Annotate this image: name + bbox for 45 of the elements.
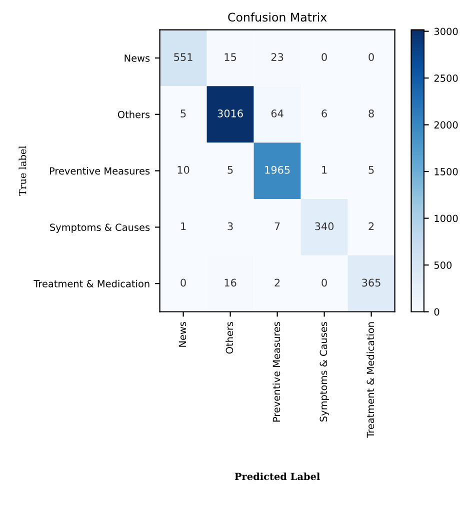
color-bar-label: 2500 (434, 74, 458, 82)
x-axis-title: Predicted Label (234, 472, 320, 480)
x-tick-label: Symptoms & Causes (320, 322, 330, 422)
data-label: 3016 (218, 110, 243, 118)
data-label: 5 (180, 110, 186, 118)
data-label: 1 (181, 222, 186, 230)
color-bar-label: 1500 (434, 168, 458, 176)
data-label: 6 (322, 110, 327, 118)
data-label: 8 (368, 110, 374, 118)
data-label: 7 (274, 222, 280, 230)
data-label: 0 (180, 278, 186, 287)
y-tick-label: News (124, 54, 150, 62)
data-label: 15 (224, 53, 236, 62)
x-tick-label: News (178, 322, 186, 347)
color-bar-label: 3000 (434, 28, 458, 36)
x-tick-label: Treatment & Medication (366, 322, 374, 438)
data-label: 64 (271, 110, 284, 118)
data-label: 1965 (265, 166, 290, 174)
color-bar-label: 0 (434, 308, 440, 316)
y-tick-label: Symptoms & Causes (50, 224, 150, 233)
y-tick-label: Treatment & Medication (34, 280, 150, 288)
y-tick-label: Others (118, 110, 150, 118)
color-bar-label: 500 (434, 261, 452, 269)
chart-title: Confusion Matrix (228, 12, 327, 22)
data-label: 365 (362, 278, 380, 287)
color-bar-label: 1000 (434, 214, 458, 222)
data-label: 1 (322, 166, 327, 174)
x-tick-label: Others (226, 322, 234, 354)
data-label: 2 (274, 278, 280, 286)
data-label: 0 (368, 53, 374, 62)
data-label: 3 (228, 222, 233, 230)
data-label: 2 (368, 222, 374, 230)
data-label: 5 (228, 166, 233, 174)
y-tick-label: Preventive Measures (50, 167, 150, 175)
data-label: 551 (174, 53, 192, 62)
data-label: 16 (224, 278, 236, 287)
data-label: 340 (315, 222, 334, 230)
data-label: 0 (322, 278, 327, 287)
x-tick-label: Preventive Measures (272, 322, 280, 422)
y-axis-title: True label (18, 146, 26, 196)
color-bar-label: 2000 (434, 121, 458, 129)
data-label: 0 (322, 53, 327, 62)
data-label: 10 (178, 166, 190, 174)
data-label: 5 (368, 166, 374, 174)
data-label: 23 (271, 53, 284, 62)
